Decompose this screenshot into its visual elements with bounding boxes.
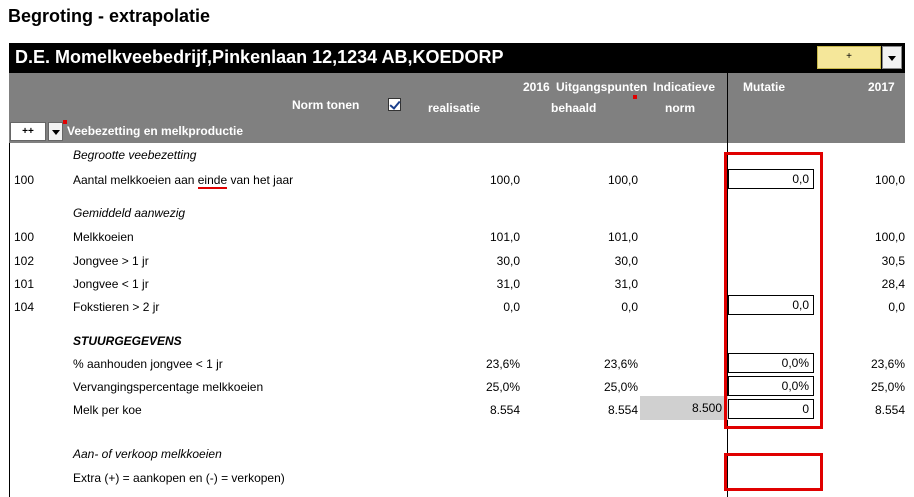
row-code: 100 <box>14 173 35 187</box>
farm-bar: D.E. Momelkveebedrijf,Pinkenlaan 12,1234… <box>9 43 905 73</box>
value-2017: 100,0 <box>874 173 905 187</box>
row-label-part: van het jaar <box>227 173 294 187</box>
row-code: 101 <box>14 277 35 291</box>
mutatie-input[interactable]: 0,0 <box>728 295 814 315</box>
expand-all-button[interactable]: ++ <box>10 122 46 141</box>
value-behaald: 8.554 <box>607 403 638 417</box>
norm-tonen-label: Norm tonen <box>292 98 360 112</box>
header-mutatie: Mutatie <box>743 80 785 94</box>
value-2017: 25,0% <box>870 380 905 394</box>
value-2017: 28,4 <box>881 277 905 291</box>
row-label: Aantal melkkoeien aan einde van het jaar <box>73 173 294 189</box>
page-title: Begroting - extrapolatie <box>8 6 211 26</box>
value-behaald: 31,0 <box>614 277 638 291</box>
header-2017: 2017 <box>868 80 895 94</box>
heading-gemiddeld-aanwezig: Gemiddeld aanwezig <box>73 206 186 220</box>
farm-dropdown-button[interactable] <box>882 46 902 69</box>
value-2017: 0,0 <box>888 300 905 314</box>
row-label-emphasis: einde <box>197 173 228 189</box>
mutatie-input[interactable]: 0,0% <box>728 376 814 396</box>
extra-highlight-box <box>724 453 823 491</box>
farm-name: D.E. Momelkveebedrijf,Pinkenlaan 12,1234… <box>15 47 504 67</box>
mutatie-separator <box>727 73 728 497</box>
header-2016: 2016 <box>523 80 550 94</box>
column-header: 2016 Uitgangspunten Indicatieve Mutatie … <box>9 73 905 143</box>
mutatie-input[interactable]: 0 <box>728 399 814 419</box>
row-label: Fokstieren > 2 jr <box>73 300 160 314</box>
value-2016: 101,0 <box>489 230 520 244</box>
add-button[interactable]: + <box>817 46 881 69</box>
value-2016: 31,0 <box>496 277 520 291</box>
row-label-part: Aantal melkkoeien aan <box>73 173 198 187</box>
row-label: % aanhouden jongvee < 1 jr <box>73 357 223 371</box>
heading-aan-verkoop: Aan- of verkoop melkkoeien <box>73 447 222 461</box>
mutatie-input[interactable]: 0,0 <box>728 169 814 189</box>
value-2016: 8.554 <box>489 403 520 417</box>
section-label: Veebezetting en melkproductie <box>67 124 244 138</box>
row-label: Extra (+) = aankopen en (-) = verkopen) <box>73 471 285 485</box>
row-label: Vervangingspercentage melkkoeien <box>73 380 264 394</box>
mutatie-highlight-box <box>724 152 823 429</box>
row-code: 100 <box>14 230 35 244</box>
mutatie-input[interactable]: 0,0% <box>728 353 814 373</box>
heading-stuurgegevens: STUURGEGEVENS <box>73 334 182 348</box>
value-behaald: 100,0 <box>607 173 638 187</box>
row-label: Jongvee < 1 jr <box>73 277 149 291</box>
chevron-down-icon <box>888 56 896 61</box>
norm-value: 8.500 <box>640 396 728 420</box>
comment-marker <box>633 95 637 99</box>
value-behaald: 25,0% <box>603 380 638 394</box>
value-2016: 30,0 <box>496 254 520 268</box>
value-behaald: 101,0 <box>607 230 638 244</box>
heading-begrootte-veebezetting: Begrootte veebezetting <box>73 148 197 162</box>
row-label: Melkkoeien <box>73 230 134 244</box>
value-2016: 0,0 <box>503 300 520 314</box>
value-behaald: 0,0 <box>621 300 638 314</box>
row-label: Jongvee > 1 jr <box>73 254 149 268</box>
value-2016: 23,6% <box>485 357 520 371</box>
header-behaald: behaald <box>551 101 597 115</box>
value-behaald: 23,6% <box>603 357 638 371</box>
header-norm: norm <box>665 101 695 115</box>
row-code: 104 <box>14 300 35 314</box>
comment-marker <box>63 120 67 124</box>
value-2017: 23,6% <box>870 357 905 371</box>
header-indicatieve: Indicatieve <box>653 80 716 94</box>
norm-tonen-checkbox[interactable] <box>388 98 401 111</box>
value-2017: 100,0 <box>874 230 905 244</box>
header-realisatie: realisatie <box>428 101 481 115</box>
section-dropdown-button[interactable] <box>48 122 63 141</box>
header-uitgangspunten: Uitgangspunten <box>556 80 648 94</box>
left-border <box>9 143 10 497</box>
value-2016: 100,0 <box>489 173 520 187</box>
value-2016: 25,0% <box>485 380 520 394</box>
chevron-down-icon <box>52 130 60 135</box>
value-2017: 30,5 <box>881 254 905 268</box>
value-2017: 8.554 <box>874 403 905 417</box>
row-label: Melk per koe <box>73 403 142 417</box>
row-code: 102 <box>14 254 35 268</box>
value-behaald: 30,0 <box>614 254 638 268</box>
